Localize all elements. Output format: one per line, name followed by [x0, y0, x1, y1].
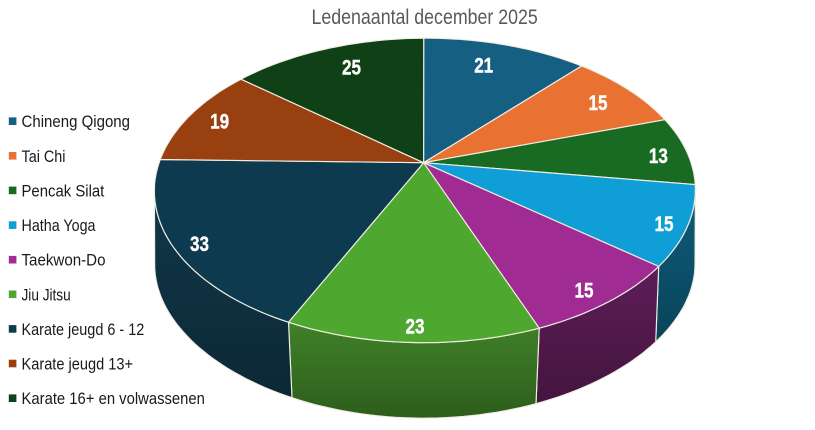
svg-text:23: 23 [406, 314, 425, 338]
svg-text:15: 15 [575, 279, 594, 303]
svg-text:19: 19 [210, 110, 229, 134]
svg-text:Karate 16+ en volwassenen: Karate 16+ en volwassenen [22, 390, 205, 408]
svg-text:Chineng Qigong: Chineng Qigong [22, 113, 131, 131]
svg-text:21: 21 [474, 54, 493, 78]
svg-text:15: 15 [589, 91, 608, 115]
svg-text:13: 13 [649, 144, 668, 168]
svg-text:Pencak Silat: Pencak Silat [22, 182, 105, 200]
svg-text:Jiu Jitsu: Jiu Jitsu [22, 286, 71, 304]
svg-text:Karate jeugd 6 - 12: Karate jeugd 6 - 12 [22, 321, 145, 339]
svg-text:25: 25 [342, 56, 361, 80]
svg-text:Ledenaantal december 2025: Ledenaantal december 2025 [312, 5, 538, 29]
svg-text:Tai Chi: Tai Chi [22, 148, 66, 166]
svg-text:Hatha Yoga: Hatha Yoga [22, 217, 97, 235]
svg-text:Taekwon-Do: Taekwon-Do [22, 252, 106, 270]
svg-text:Karate jeugd 13+: Karate jeugd 13+ [22, 356, 134, 374]
svg-text:33: 33 [190, 232, 209, 256]
svg-text:15: 15 [655, 212, 674, 236]
